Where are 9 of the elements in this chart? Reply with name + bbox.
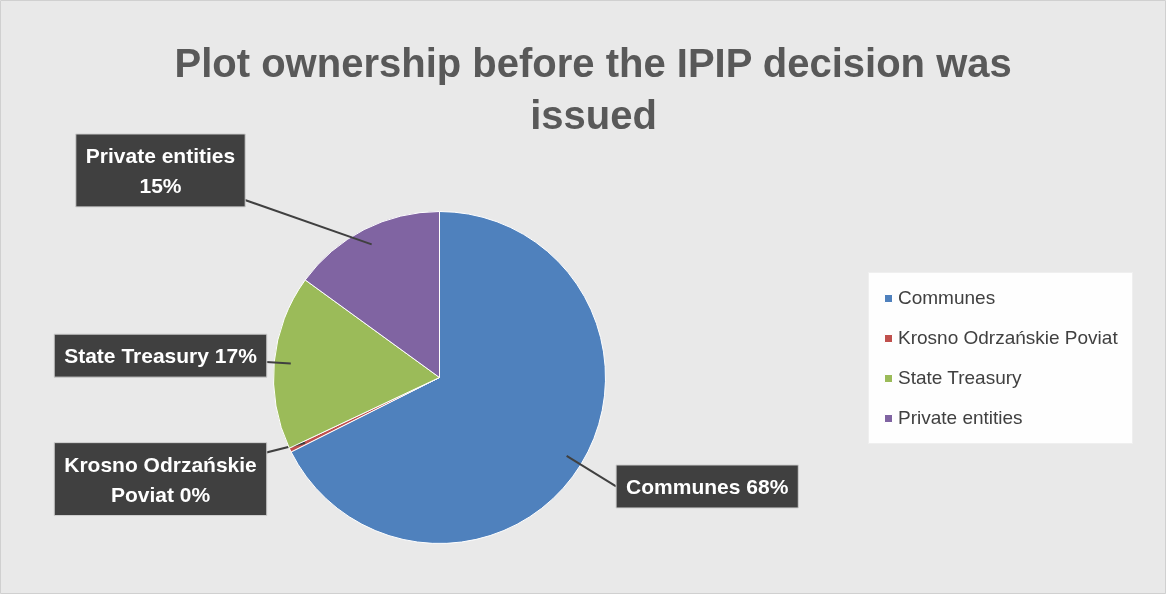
legend-label: State Treasury [898, 367, 1022, 389]
category-label: Krosno Odrzańskie Poviat 0% [64, 452, 257, 506]
chart-title: Plot ownership before the IPIP decision was issued [174, 40, 1012, 138]
data-label: 15% [139, 173, 182, 197]
slice-label: Private entities [85, 143, 236, 167]
category-label: Communes 68% [626, 474, 789, 498]
legend-label: Communes [898, 287, 996, 309]
legend-label: Private entities [898, 407, 1023, 429]
legend-label: Krosno Odrzańskie Poviat [898, 327, 1118, 349]
